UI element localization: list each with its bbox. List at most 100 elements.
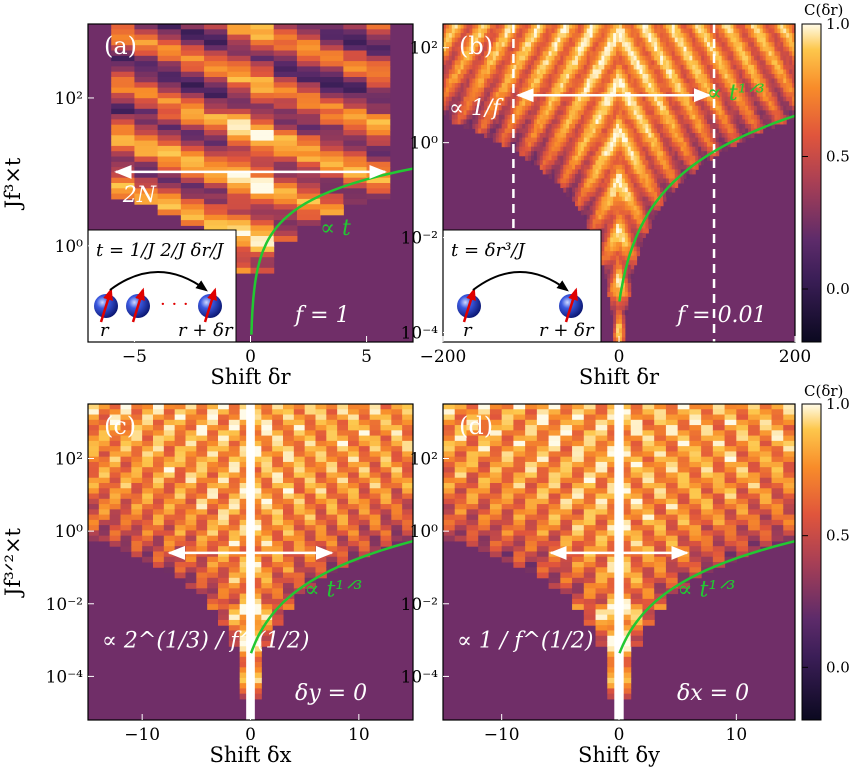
heatmap-cell (551, 146, 555, 152)
heatmap-cell (730, 87, 734, 93)
heatmap-cell (366, 114, 391, 120)
heatmap-cell (633, 155, 638, 161)
heatmap-cell (273, 151, 298, 157)
heatmap-cell (109, 440, 121, 447)
heatmap-cell (683, 142, 687, 148)
heatmap-cell (657, 110, 661, 116)
heatmap-cell (572, 37, 576, 43)
heatmap-cell (604, 205, 608, 211)
heatmap-cell (572, 114, 576, 120)
heatmap-cell (657, 69, 661, 75)
heatmap-cell (663, 87, 667, 93)
heatmap-cell (633, 187, 638, 193)
heatmap-cell (598, 146, 602, 152)
heatmap-cell (668, 128, 673, 134)
heatmap-cell (98, 451, 111, 458)
heatmap-cell (586, 183, 591, 189)
heatmap-cell (648, 183, 652, 189)
heatmap-cell (654, 78, 658, 84)
heatmap-cell (580, 33, 585, 39)
heatmap-cell (531, 123, 535, 129)
heatmap-cell (768, 83, 773, 89)
heatmap-cell (180, 209, 205, 216)
heatmap-cell (109, 435, 121, 442)
heatmap-2 (88, 404, 413, 720)
heatmap-cell (651, 155, 655, 161)
heatmap-cell (589, 69, 594, 75)
heatmap-cell (522, 46, 526, 52)
heatmap-cell (698, 28, 702, 34)
heatmap-cell (583, 137, 588, 143)
heatmap-cell (513, 83, 517, 89)
heatmap-cell (642, 64, 646, 70)
heatmap-cell (142, 467, 154, 473)
heatmap-cell (460, 101, 465, 107)
heatmap-cell (762, 51, 767, 57)
heatmap-cell (180, 161, 205, 168)
heatmap-cell (492, 78, 497, 84)
heatmap-cell (695, 114, 699, 120)
heatmap-cell (595, 73, 599, 80)
heatmap-cell (557, 37, 561, 43)
heatmap-cell (227, 230, 251, 237)
heatmap-cell (519, 33, 523, 39)
heatmap-cell (498, 83, 503, 89)
heatmap-cell (660, 151, 664, 157)
curve-label: ∝ t (320, 216, 351, 241)
heatmap-cell (557, 78, 561, 84)
heatmap-cell (624, 196, 629, 202)
heatmap-cell (707, 42, 711, 48)
heatmap-cell (748, 128, 752, 134)
heatmap-cell (616, 237, 620, 243)
heatmap-cell (657, 160, 661, 166)
heatmap-cell (250, 61, 275, 67)
heatmap-cell (630, 255, 635, 261)
heatmap-cell (472, 96, 476, 102)
heatmap-cell (583, 214, 588, 220)
heatmap-cell (539, 96, 544, 102)
heatmap-cell (721, 33, 726, 39)
heatmap-cell (792, 78, 795, 84)
heatmap-cell (610, 110, 614, 116)
heatmap-cell (545, 55, 550, 61)
heatmap-cell (686, 151, 690, 157)
heatmap-cell (557, 60, 561, 66)
heatmap-cell (536, 51, 541, 57)
heatmap-cell (686, 78, 690, 84)
heatmap-cell (492, 92, 497, 98)
heatmap-cell (343, 50, 368, 57)
heatmap-cell (551, 73, 555, 80)
heatmap-cell (610, 60, 614, 66)
heatmap-cell (601, 42, 605, 48)
heatmap-cell (448, 96, 453, 102)
heatmap-cell (566, 160, 570, 166)
heatmap-cell (630, 228, 635, 234)
heatmap-cell (595, 83, 599, 89)
heatmap-cell (689, 105, 693, 111)
heatmap-cell (621, 260, 626, 266)
heatmap-cell (621, 246, 626, 252)
heatmap-cell (639, 155, 643, 161)
heatmap-cell (273, 140, 298, 147)
heatmap-cell (701, 69, 705, 75)
heatmap-cell (701, 133, 705, 139)
heatmap-cell (762, 114, 767, 120)
heatmap-cell (657, 101, 661, 107)
heatmap-cell (601, 60, 605, 66)
heatmap-cell (639, 128, 643, 134)
heatmap-cell (528, 133, 532, 139)
heatmap-cell (745, 51, 749, 57)
heatmap-cell (665, 192, 670, 198)
heatmap-cell (648, 192, 652, 198)
heatmap-cell (595, 183, 599, 189)
heatmap-cell (645, 137, 649, 143)
heatmap-cell (88, 414, 100, 421)
heatmap-cell (495, 37, 500, 43)
heatmap-cell (204, 145, 228, 152)
heatmap-cell (621, 155, 626, 161)
heatmap-cell (501, 33, 506, 39)
heatmap-cell (704, 37, 708, 43)
heatmap-cell (748, 78, 752, 84)
heatmap-cell (780, 33, 784, 39)
heatmap-cell (142, 551, 154, 558)
